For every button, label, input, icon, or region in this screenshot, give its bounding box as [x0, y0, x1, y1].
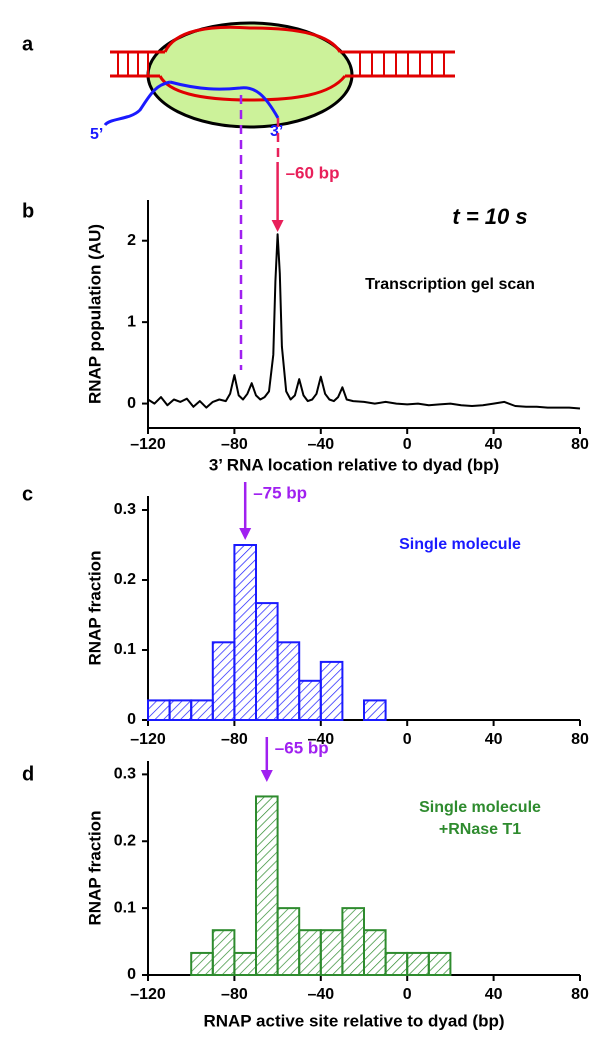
- panel-label: a: [22, 33, 34, 55]
- bar: [298, 929, 322, 976]
- diagram: 5’ 3’: [90, 21, 455, 370]
- annotation-arrowhead: [260, 770, 273, 782]
- five-prime-label: 5’: [90, 126, 103, 143]
- bar: [211, 929, 236, 976]
- x-tick-label: 80: [571, 731, 589, 748]
- bar: [427, 951, 452, 977]
- bar: [190, 951, 214, 977]
- bar: [276, 641, 301, 721]
- panel-label: d: [22, 763, 34, 785]
- panel-label: b: [22, 200, 34, 222]
- three-prime-label: 3’: [270, 123, 283, 140]
- annotation-label: –60 bp: [286, 163, 340, 182]
- series-label: +RNase T1: [439, 821, 521, 838]
- bar: [406, 951, 430, 977]
- bar: [298, 679, 322, 721]
- y-axis-label: RNAP fraction: [85, 551, 104, 666]
- x-tick-label: –80: [221, 986, 248, 1003]
- annotation-arrowhead: [271, 220, 284, 232]
- bar: [384, 951, 409, 977]
- bar: [276, 907, 301, 976]
- x-tick-label: –40: [307, 731, 334, 748]
- y-tick-label: 0: [127, 711, 136, 728]
- bar: [168, 699, 193, 722]
- x-tick-label: 0: [403, 986, 412, 1003]
- bar: [211, 641, 236, 721]
- series-label: Single molecule: [399, 536, 521, 553]
- annotation-arrowhead: [239, 528, 252, 540]
- bar: [341, 907, 365, 976]
- x-tick-label: 80: [571, 436, 589, 453]
- y-tick-label: 1: [127, 313, 136, 330]
- dna: [110, 25, 455, 102]
- bar: [319, 660, 344, 722]
- y-tick-label: 0.1: [114, 641, 136, 658]
- bar: [233, 951, 257, 977]
- bar: [363, 929, 387, 976]
- x-axis-label: 3’ RNA location relative to dyad (bp): [209, 455, 499, 474]
- y-tick-label: 0.3: [114, 766, 136, 783]
- x-tick-label: 40: [485, 731, 503, 748]
- bar: [255, 795, 279, 976]
- x-tick-label: –120: [130, 731, 166, 748]
- bar: [147, 699, 171, 722]
- y-tick-label: 0.1: [114, 899, 136, 916]
- y-tick-label: 0.2: [114, 571, 136, 588]
- x-tick-label: 80: [571, 986, 589, 1003]
- y-tick-label: 0.2: [114, 832, 136, 849]
- bar: [319, 929, 344, 976]
- panel-label: c: [22, 483, 33, 505]
- annotation-label: –75 bp: [253, 483, 307, 502]
- bar: [363, 699, 387, 722]
- data-line: [147, 233, 581, 410]
- x-tick-label: –120: [130, 436, 166, 453]
- x-tick-label: 0: [403, 731, 412, 748]
- y-tick-label: 0: [127, 395, 136, 412]
- x-tick-label: –40: [307, 436, 334, 453]
- x-tick-label: 0: [403, 436, 412, 453]
- y-tick-label: 0: [127, 966, 136, 983]
- y-tick-label: 2: [127, 232, 136, 249]
- y-tick-label: 0.3: [114, 501, 136, 518]
- series-label: Single molecule: [419, 799, 541, 816]
- x-tick-label: –80: [221, 436, 248, 453]
- annotation-label: –65 bp: [275, 738, 329, 757]
- bar: [190, 699, 214, 722]
- x-tick-label: 40: [485, 436, 503, 453]
- x-tick-label: –120: [130, 986, 166, 1003]
- series-label: Transcription gel scan: [365, 276, 535, 293]
- time-label: t = 10 s: [452, 204, 527, 229]
- x-tick-label: 40: [485, 986, 503, 1003]
- x-axis-label: RNAP active site relative to dyad (bp): [203, 1011, 504, 1030]
- rna: [103, 80, 280, 127]
- bar: [233, 544, 257, 721]
- y-axis-label: RNAP population (AU): [85, 224, 104, 404]
- x-tick-label: –80: [221, 731, 248, 748]
- y-axis-label: RNAP fraction: [85, 811, 104, 926]
- bar: [255, 602, 279, 721]
- x-tick-label: –40: [307, 986, 334, 1003]
